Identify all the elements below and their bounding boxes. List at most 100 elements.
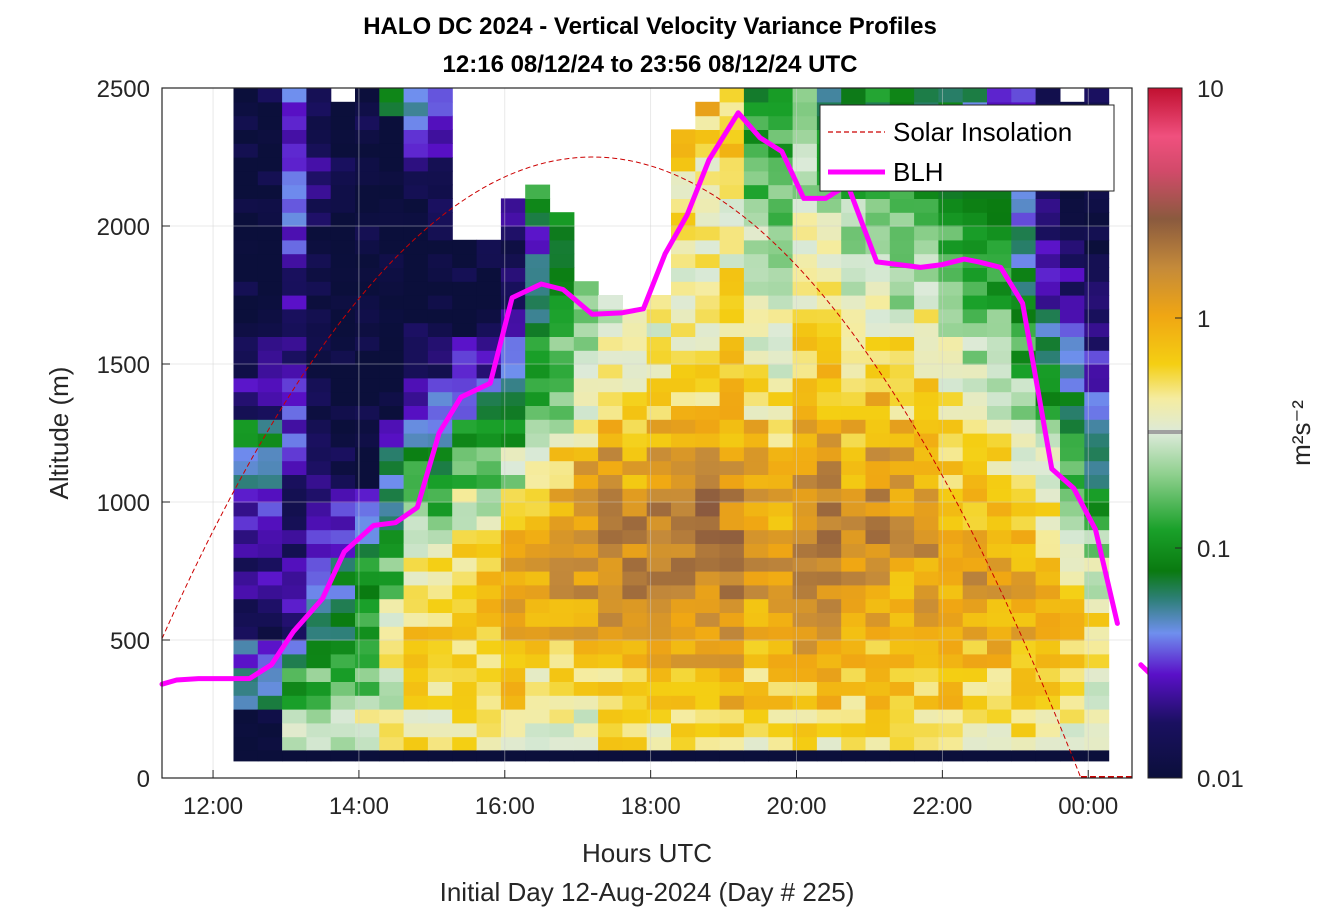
heatmap-cell [257,571,283,586]
heatmap-cell [962,433,988,448]
heatmap-cell [525,515,551,531]
heatmap-cell [816,281,842,296]
heatmap-cell [987,543,1012,558]
heatmap-cell [403,736,429,751]
heatmap-cell [427,640,453,655]
heatmap-cell [695,350,721,365]
heatmap-cell [330,184,356,199]
heatmap-cell [1060,612,1085,627]
heatmap-cell [233,571,259,586]
heatmap-cell [914,653,939,669]
heatmap-cell [768,571,794,586]
heatmap-cell [330,653,356,669]
heatmap-cell [573,571,599,586]
heatmap-cell [622,543,648,558]
heatmap-cell [719,308,745,324]
heatmap-cell [500,433,526,448]
heatmap-cell [719,722,745,738]
heatmap-cell [841,88,867,103]
heatmap-cell [962,722,988,738]
heatmap-cell [768,640,794,655]
heatmap-cell [403,722,429,738]
heatmap-cell [1084,571,1110,586]
heatmap-cell [889,709,915,724]
heatmap-cell [1060,736,1085,751]
heatmap-cell [525,308,551,324]
heatmap-cell [355,115,380,130]
heatmap-cell [282,722,307,738]
heatmap-cell [330,115,356,130]
heatmap-cell [914,364,939,379]
heatmap-cell [427,571,453,586]
heatmap-cell [379,571,405,586]
heatmap-cell [306,101,332,117]
heatmap-cell [549,322,575,337]
heatmap-cell [427,101,453,117]
heatmap-cell [938,308,964,324]
heatmap-cell [427,653,453,669]
heatmap-cell [549,626,575,641]
heatmap-cell [889,515,915,531]
heatmap-cell [1035,529,1061,544]
heatmap-cell [427,460,453,475]
heatmap-cell [306,474,332,489]
heatmap-cell [646,419,672,434]
heatmap-surface-band [768,750,794,762]
heatmap-cell [671,391,696,406]
heatmap-cell [379,212,405,227]
heatmap-cell [695,653,721,669]
heatmap-cell [233,529,259,544]
heatmap-cell [962,226,988,241]
heatmap-cell [865,419,891,434]
heatmap-cell [695,571,721,586]
heatmap-cell [257,557,283,572]
heatmap-cell [671,488,696,503]
heatmap-cell [500,474,526,489]
heatmap-cell [306,722,332,738]
heatmap-surface-band [1035,750,1061,762]
heatmap-cell [695,295,721,310]
heatmap-cell [671,695,696,710]
heatmap-cell [987,736,1012,751]
heatmap-cell [914,281,939,296]
heatmap-cell [841,460,867,475]
heatmap-cell [671,571,696,586]
heatmap-cell [743,653,769,669]
heatmap-cell [476,433,502,448]
heatmap-cell [938,419,964,434]
heatmap-cell [573,488,599,503]
heatmap-cell [1035,571,1061,586]
heatmap-cell [452,377,478,393]
heatmap-cell [1035,612,1061,627]
heatmap-cell [816,239,842,255]
heatmap-cell [306,391,332,406]
heatmap-cell [768,474,794,489]
heatmap-cell [743,557,769,572]
heatmap-cell [257,695,283,710]
heatmap-cell [330,143,356,158]
heatmap-cell [938,377,964,393]
heatmap-surface-band [598,750,623,762]
heatmap-cell [573,557,599,572]
heatmap-cell [233,488,259,503]
heatmap-cell [306,736,332,751]
heatmap-cell [719,529,745,544]
heatmap-cell [1035,653,1061,669]
heatmap-cell [525,736,551,751]
heatmap-cell [282,446,307,462]
heatmap-cell [792,295,818,310]
heatmap-cell [549,529,575,544]
heatmap-cell [452,598,478,613]
heatmap-cell [476,239,502,255]
heatmap-cell [233,350,259,365]
heatmap-cell [865,529,891,544]
heatmap-cell [768,405,794,420]
heatmap-cell [1060,598,1085,613]
heatmap-cell [889,736,915,751]
heatmap-cell [671,598,696,613]
heatmap-cell [938,598,964,613]
heatmap-cell [1084,295,1110,310]
heatmap-cell [500,653,526,669]
x-tick-label: 18:00 [621,793,681,820]
